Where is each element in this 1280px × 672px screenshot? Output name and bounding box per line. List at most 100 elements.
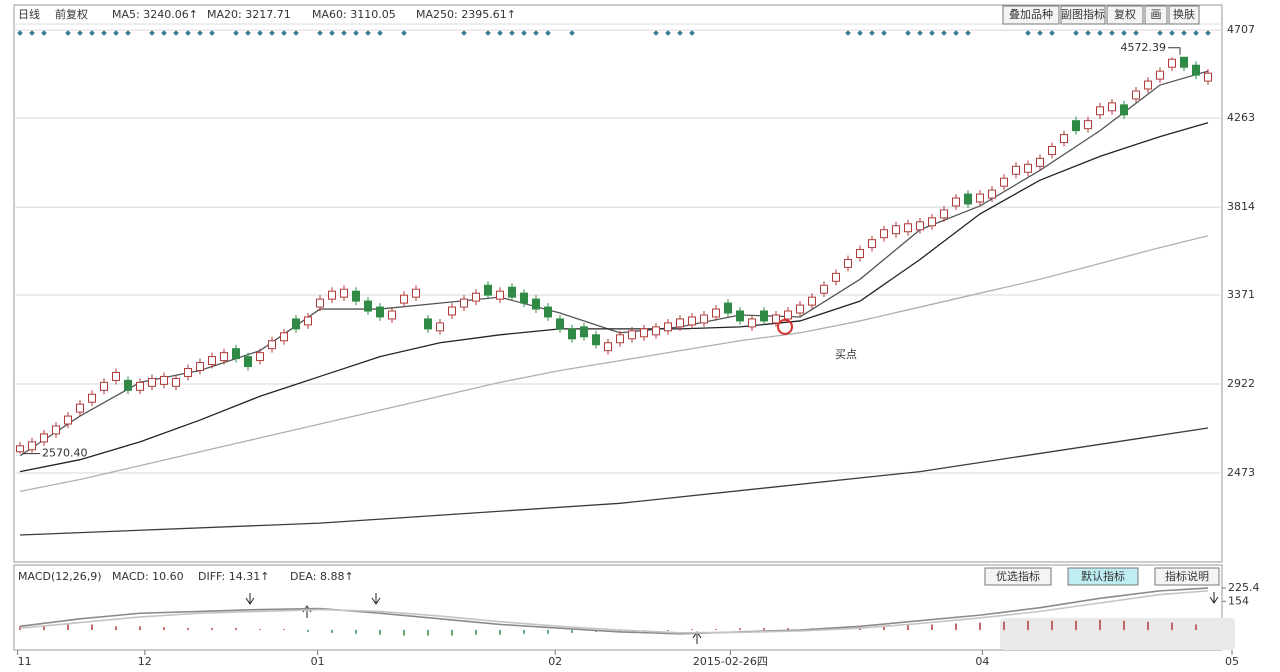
candle: [904, 219, 912, 236]
candle: [352, 287, 360, 306]
candle: [796, 301, 804, 317]
indicator-button-label[interactable]: 默认指标: [1081, 569, 1125, 583]
signal-dot: [665, 30, 671, 36]
signal-dot: [17, 30, 23, 36]
candle-body: [676, 318, 684, 328]
candle: [244, 352, 252, 371]
candle: [1024, 160, 1032, 177]
candle-body: [1036, 157, 1044, 167]
candle-body: [856, 249, 864, 258]
indicator-title: MACD(12,26,9): [18, 570, 102, 583]
candle-body: [136, 381, 144, 391]
candle: [1072, 116, 1080, 135]
buy-point-label: 买点: [835, 348, 857, 361]
signal-dot: [953, 30, 959, 36]
candle: [880, 225, 888, 242]
main-panel-frame: [13, 4, 1223, 563]
candle-body: [940, 209, 948, 219]
toolbar-button-label[interactable]: 复权: [1114, 7, 1136, 21]
signal-dot: [1181, 30, 1187, 36]
candle-body: [172, 377, 180, 387]
toolbar-button[interactable]: [1144, 5, 1168, 25]
candle-body: [532, 298, 540, 310]
candle-body: [280, 332, 288, 342]
signal-dot: [857, 30, 863, 36]
candle-body: [484, 284, 492, 296]
signal-dot: [941, 30, 947, 36]
candle: [640, 324, 648, 341]
toolbar-button[interactable]: [1106, 5, 1144, 25]
legend-item: MA20: 3217.71: [207, 8, 291, 21]
candle-body: [820, 284, 828, 294]
candle: [100, 378, 108, 395]
candle: [76, 400, 84, 417]
candle-body: [640, 328, 648, 338]
candle-body: [568, 328, 576, 340]
legend-item: MA250: 2395.61↑: [416, 8, 516, 21]
candle: [520, 289, 528, 308]
x-tick-label: 12: [138, 655, 152, 668]
candle-body: [448, 306, 456, 316]
x-tick-label: 02: [548, 655, 562, 668]
candle-body: [712, 308, 720, 318]
candle: [184, 364, 192, 381]
candle: [712, 305, 720, 321]
candle-body: [844, 258, 852, 268]
candle-body: [520, 292, 528, 304]
ma-line: [19, 587, 1209, 635]
candle: [304, 313, 312, 329]
low-label: 2570.40: [42, 447, 88, 460]
indicator-button-label[interactable]: 优选指标: [996, 569, 1040, 583]
candle: [1132, 87, 1140, 103]
legend-item: MA60: 3110.05: [312, 8, 396, 21]
candle: [688, 313, 696, 329]
signal-dot: [653, 30, 659, 36]
candle-body: [1168, 58, 1176, 68]
toolbar-button-label[interactable]: 换肤: [1173, 7, 1195, 21]
candle-body: [1156, 70, 1164, 80]
toolbar-button[interactable]: [1060, 5, 1106, 25]
candle: [1000, 174, 1008, 191]
candle: [364, 297, 372, 315]
candle-body: [352, 290, 360, 302]
candle: [652, 322, 660, 339]
candle-body: [952, 197, 960, 207]
signal-dot: [1073, 30, 1079, 36]
period-label: 日线: [18, 7, 40, 21]
candle: [280, 328, 288, 345]
indicator-button[interactable]: [1154, 567, 1220, 586]
toolbar-button[interactable]: [1168, 5, 1200, 25]
toolbar-button[interactable]: [1002, 5, 1060, 25]
candle-body: [412, 288, 420, 298]
candle: [136, 378, 144, 395]
candle-body: [256, 352, 264, 362]
indicator-button-label[interactable]: 指标说明: [1165, 569, 1209, 583]
candle-body: [460, 298, 468, 308]
toolbar-button-label[interactable]: 叠加品种: [1009, 7, 1053, 21]
candle: [772, 311, 780, 327]
signal-dot: [689, 30, 695, 36]
signal-dot: [1121, 30, 1127, 36]
candle: [508, 283, 516, 302]
candle-body: [1000, 177, 1008, 187]
candle-body: [376, 306, 384, 318]
candle: [604, 338, 612, 355]
candle-body: [16, 445, 24, 453]
candle-body: [1204, 72, 1212, 82]
indicator-button[interactable]: [984, 567, 1052, 586]
candle-body: [424, 318, 432, 330]
toolbar-button-label[interactable]: 副图指标: [1061, 7, 1105, 21]
candle-body: [736, 310, 744, 322]
indicator-button[interactable]: [1067, 567, 1139, 586]
candle: [844, 255, 852, 272]
candle: [340, 285, 348, 302]
candle-body: [160, 375, 168, 385]
adjust-label: 前复权: [55, 7, 88, 21]
candle: [40, 429, 48, 446]
toolbar-button-label[interactable]: 画: [1151, 8, 1162, 21]
candle-body: [28, 441, 36, 451]
candle: [700, 311, 708, 327]
x-tick-label: 05: [1225, 655, 1239, 668]
x-tick-label: 04: [975, 655, 989, 668]
candle-body: [664, 322, 672, 332]
